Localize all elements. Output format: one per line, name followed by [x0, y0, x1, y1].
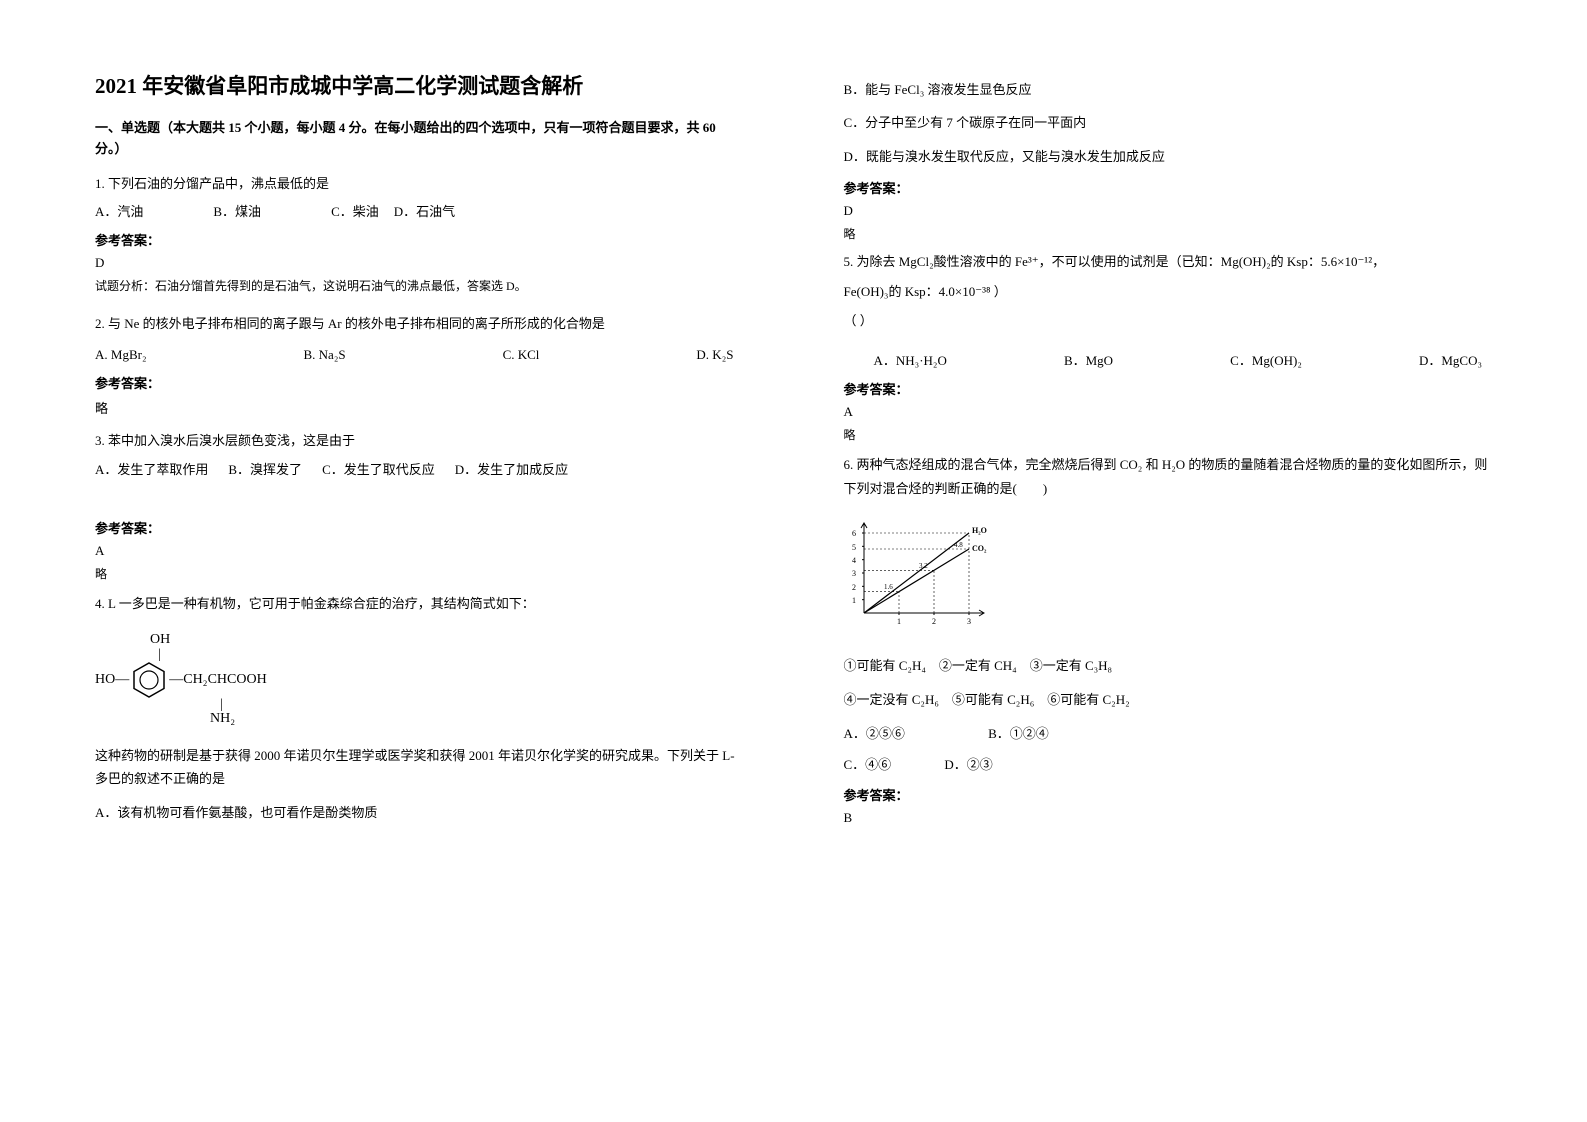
- q5-opt-c: C．Mg(OH)₂: [1230, 350, 1302, 369]
- q5-opt-b: B．MgO: [1064, 350, 1113, 369]
- benzene-ring-icon: [129, 660, 169, 700]
- q5-answer-label: 参考答案：: [844, 379, 1493, 398]
- q6-opts-cd: C．④⑥ D．②③: [844, 754, 1493, 773]
- q4-opt-a: A．该有机物可看作氨基酸，也可看作是酚类物质: [95, 801, 744, 824]
- q5-answer: A: [844, 404, 1493, 420]
- q6-opt-d: D．②③: [944, 757, 992, 772]
- q1-opt-a: A．汽油: [95, 201, 143, 220]
- q1-options: A．汽油 B．煤油 C．柴油 D．石油气: [95, 201, 744, 220]
- q4-answer2: 略: [844, 225, 1493, 242]
- q6-opt-a: A．②⑤⑥: [844, 726, 905, 741]
- svg-text:3.2: 3.2: [919, 562, 928, 570]
- exam-title: 2021 年安徽省阜阳市成城中学高二化学测试题含解析: [95, 70, 744, 100]
- svg-text:3: 3: [967, 617, 971, 626]
- q3-options: A．发生了萃取作用 B．溴挥发了 C．发生了取代反应 D．发生了加成反应: [95, 459, 744, 478]
- q2-opt-c: C. KCl: [503, 347, 540, 363]
- q6-stem: 6. 两种气态烃组成的混合气体，完全燃烧后得到 CO₂ 和 H₂O 的物质的量随…: [844, 453, 1493, 500]
- q4-opt-d: D．既能与溴水发生取代反应，又能与溴水发生加成反应: [844, 145, 1493, 168]
- q3-opt-a: A．发生了萃取作用: [95, 459, 208, 478]
- q2-answer: 略: [95, 398, 744, 417]
- q4-oh: OH: [95, 630, 744, 650]
- svg-text:2: 2: [852, 583, 856, 592]
- q2-options: A. MgBr₂ B. Na₂S C. KCl D. K₂S: [95, 347, 744, 363]
- q1-opt-b: B．煤油: [213, 201, 261, 220]
- q3-opt-c: C．发生了取代反应: [322, 459, 435, 478]
- q5-opt-a: A．NH₃·H₂O: [874, 350, 947, 369]
- q6-items: ①可能有 C₂H₄ ②一定有 CH₄ ③一定有 C₃H₈: [844, 654, 1493, 677]
- q3-answer2: 略: [95, 565, 744, 582]
- q4-answer-label: 参考答案：: [844, 178, 1493, 197]
- q4-stem: 4. L 一多巴是一种有机物，它可用于帕金森综合症的治疗，其结构简式如下：: [95, 592, 744, 615]
- q2-opt-a: A. MgBr₂: [95, 347, 146, 363]
- section-header: 一、单选题（本大题共 15 个小题，每小题 4 分。在每小题给出的四个选项中，只…: [95, 118, 744, 160]
- svg-text:2: 2: [932, 617, 936, 626]
- q3-answer-label: 参考答案：: [95, 518, 744, 537]
- q2-opt-d: D. K₂S: [696, 347, 733, 363]
- q5-stem3: （ ）: [844, 309, 1493, 332]
- q3-opt-b: B．溴挥发了: [228, 459, 302, 478]
- q5-opt-d: D．MgCO₃: [1419, 350, 1482, 369]
- right-column: B．能与 FeCl₃ 溶液发生显色反应 C．分子中至少有 7 个碳原子在同一平面…: [794, 0, 1587, 1122]
- q1-answer: D: [95, 255, 744, 271]
- q1-explain: 试题分析：石油分馏首先得到的是石油气，这说明石油气的沸点最低，答案选 D。: [95, 277, 744, 294]
- q5-stem2: Fe(OH)₃的 Ksp：4.0×10⁻³⁸ ）: [844, 280, 1493, 303]
- q1-stem: 1. 下列石油的分馏产品中，沸点最低的是: [95, 172, 744, 195]
- q3-stem: 3. 苯中加入溴水后溴水层颜色变浅，这是由于: [95, 429, 744, 452]
- q5-stem1: 5. 为除去 MgCl₂酸性溶液中的 Fe³⁺，不可以使用的试剂是（已知：Mg(…: [844, 250, 1493, 273]
- q1-answer-label: 参考答案：: [95, 230, 744, 249]
- q4-opt-c: C．分子中至少有 7 个碳原子在同一平面内: [844, 111, 1493, 134]
- svg-text:5: 5: [852, 543, 856, 552]
- q6-chart: 1 2 3 4 5 6 1 2 3 H₂O CO₂ 1.6 3.2 4.8: [844, 518, 994, 628]
- svg-text:1: 1: [897, 617, 901, 626]
- q4-nh2-line: |: [95, 700, 744, 710]
- q2-answer-label: 参考答案：: [95, 373, 744, 392]
- q1-opt-c: C．柴油: [331, 201, 379, 220]
- svg-text:3: 3: [852, 569, 856, 578]
- svg-text:CO₂: CO₂: [972, 544, 987, 553]
- q6-answer-label: 参考答案：: [844, 785, 1493, 804]
- q3-answer: A: [95, 543, 744, 559]
- svg-text:1: 1: [852, 596, 856, 605]
- q6-opt-b: B．①②④: [988, 726, 1049, 741]
- q4-nh2: NH₂: [95, 709, 744, 729]
- q2-stem: 2. 与 Ne 的核外电子排布相同的离子跟与 Ar 的核外电子排布相同的离子所形…: [95, 312, 744, 335]
- q4-line: |: [95, 650, 744, 660]
- q1-opt-d: D．石油气: [394, 201, 455, 220]
- q4-ho: HO—: [95, 670, 129, 690]
- q4-ch2: —CH₂CHCOOH: [169, 670, 266, 690]
- q4-opt-b: B．能与 FeCl₃ 溶液发生显色反应: [844, 78, 1493, 101]
- q4-desc: 这种药物的研制是基于获得 2000 年诺贝尔生理学或医学奖和获得 2001 年诺…: [95, 744, 744, 791]
- q6-opt-c: C．④⑥: [844, 757, 892, 772]
- svg-text:H₂O: H₂O: [972, 526, 987, 535]
- q3-opt-d: D．发生了加成反应: [455, 459, 568, 478]
- q6-opts-ab: A．②⑤⑥ B．①②④: [844, 723, 1493, 742]
- q5-options: A．NH₃·H₂O B．MgO C．Mg(OH)₂ D．MgCO₃: [844, 350, 1493, 369]
- svg-text:6: 6: [852, 529, 856, 538]
- svg-text:1.6: 1.6: [884, 583, 893, 591]
- svg-text:4.8: 4.8: [954, 541, 963, 549]
- q4-structure: OH | HO— —CH₂CHCOOH | NH₂: [95, 630, 744, 729]
- q5-answer2: 略: [844, 426, 1493, 443]
- left-column: 2021 年安徽省阜阳市成城中学高二化学测试题含解析 一、单选题（本大题共 15…: [0, 0, 794, 1122]
- q4-answer: D: [844, 203, 1493, 219]
- svg-text:4: 4: [852, 556, 856, 565]
- q2-opt-b: B. Na₂S: [303, 347, 345, 363]
- q6-answer: B: [844, 810, 1493, 826]
- q6-items2: ④一定没有 C₂H₆ ⑤可能有 C₂H₆ ⑥可能有 C₂H₂: [844, 688, 1493, 711]
